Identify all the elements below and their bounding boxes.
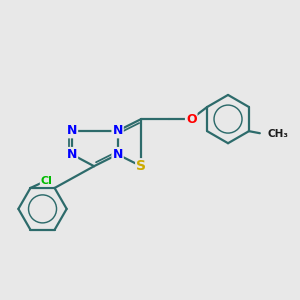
Text: N: N — [67, 148, 77, 161]
Text: S: S — [136, 159, 146, 173]
Text: N: N — [112, 148, 123, 161]
Text: Cl: Cl — [41, 176, 52, 186]
Text: O: O — [186, 112, 196, 126]
Text: N: N — [67, 124, 77, 137]
Text: N: N — [112, 124, 123, 137]
Text: CH₃: CH₃ — [268, 129, 289, 139]
